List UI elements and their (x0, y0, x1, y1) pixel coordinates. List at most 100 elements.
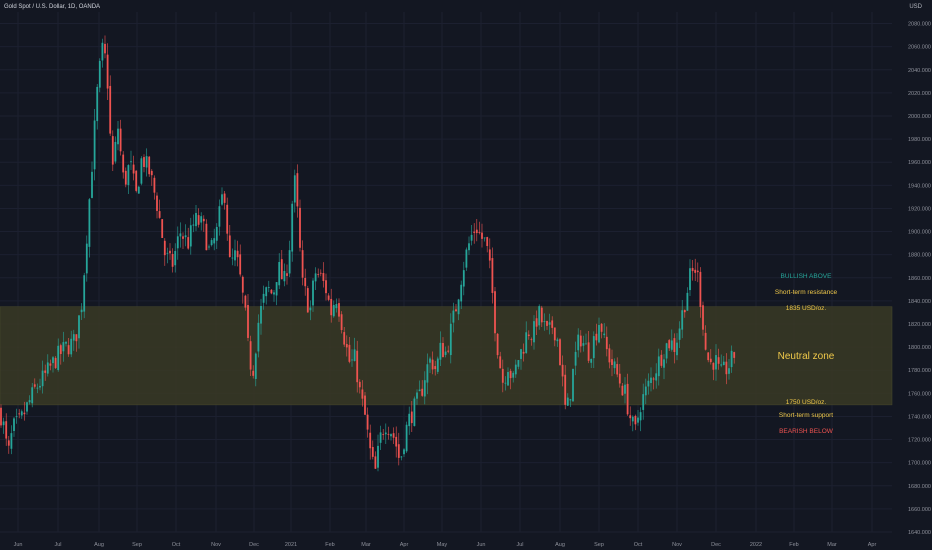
candle-body (611, 359, 613, 366)
candle-body (598, 324, 600, 343)
candle-body (486, 237, 489, 247)
candle-body (252, 370, 255, 376)
candle-body (436, 358, 439, 372)
support-value: 1750 USD/oz. (786, 399, 827, 406)
y-tick-label: 1680.000 (908, 484, 931, 490)
candle-body (83, 275, 86, 312)
candle-body (590, 358, 593, 363)
candle-body (468, 243, 470, 251)
candle-body (67, 345, 70, 355)
candle-body (395, 436, 398, 447)
candle-body (111, 136, 114, 165)
candle-body (585, 343, 587, 345)
candle-body (720, 364, 723, 366)
x-tick-label: Oct (172, 542, 181, 548)
candle-body (683, 310, 686, 313)
candle-body (80, 309, 83, 313)
candle-body (127, 165, 130, 186)
candle-body (262, 293, 265, 303)
resistance-label: Short-term resistance (775, 289, 838, 296)
candle-body (535, 318, 538, 327)
candle-body (283, 270, 286, 282)
candle-body (28, 400, 31, 403)
candle-body (618, 373, 621, 384)
y-tick-label: 1780.000 (908, 368, 931, 374)
candle-body (361, 389, 364, 399)
candle-body (176, 236, 179, 249)
candle-body (135, 170, 138, 191)
candle-body (143, 157, 145, 167)
candle-body (189, 225, 192, 247)
candle-body (353, 349, 356, 362)
candle-body (291, 203, 294, 252)
candle-body (637, 417, 639, 423)
candle-body (33, 384, 36, 387)
y-tick-label: 1920.000 (908, 206, 931, 212)
candle-body (652, 378, 655, 380)
candle-body (13, 418, 15, 431)
candle-body (208, 246, 210, 248)
candle-body (278, 262, 281, 286)
candle-body (561, 364, 564, 377)
candle-body (569, 399, 572, 401)
candle-body (733, 352, 736, 358)
candle-body (327, 295, 330, 300)
currency-label: USD (909, 4, 922, 10)
candle-body (473, 231, 476, 233)
candle-body (260, 305, 262, 324)
x-tick-label: Aug (555, 542, 565, 548)
candle-body (702, 305, 704, 330)
candle-body (369, 432, 372, 449)
candle-body (499, 356, 502, 369)
candle-body (0, 407, 2, 426)
candle-body (634, 415, 637, 425)
candle-body (530, 339, 533, 341)
candle-body (299, 207, 301, 248)
candle-body (187, 237, 190, 249)
candle-body (117, 128, 119, 145)
candle-body (717, 357, 720, 364)
candle-body (41, 370, 44, 387)
candle-body (514, 364, 517, 375)
candle-body (600, 323, 603, 332)
candle-body (249, 341, 252, 370)
candle-body (179, 233, 182, 237)
candle-body (540, 307, 543, 323)
x-tick-label: May (437, 542, 448, 548)
candle-body (642, 394, 645, 410)
candle-body (150, 170, 153, 176)
bearish-below-label: BEARISH BELOW (779, 428, 834, 435)
candle-body (452, 310, 455, 323)
candle-body (551, 320, 554, 328)
candle-body (678, 328, 681, 340)
candle-body (366, 414, 369, 430)
candle-body (665, 343, 668, 359)
y-tick-label: 1980.000 (908, 137, 931, 143)
candle-body (364, 395, 366, 415)
candle-body (527, 334, 530, 337)
candle-body (455, 309, 457, 312)
candle-body (626, 383, 629, 415)
candle-body (358, 381, 361, 388)
candle-body (390, 434, 392, 437)
candle-body (265, 287, 268, 297)
candle-body (2, 421, 5, 426)
x-tick-label: 2022 (750, 542, 762, 548)
candle-body (304, 277, 307, 287)
candle-body (312, 280, 314, 306)
candle-body (59, 345, 62, 355)
y-tick-label: 1720.000 (908, 438, 931, 444)
x-tick-label: Jun (477, 542, 486, 548)
candle-body (587, 342, 590, 361)
chart-title: Gold Spot / U.S. Dollar, 1D, OANDA (4, 4, 101, 10)
y-tick-label: 1640.000 (908, 530, 931, 536)
candle-body (31, 387, 34, 404)
candle-body (148, 156, 151, 175)
candle-body (338, 303, 340, 317)
y-tick-label: 1800.000 (908, 345, 931, 351)
candle-body (663, 359, 665, 368)
candle-body (18, 413, 21, 415)
candle-body (460, 284, 463, 302)
candle-body (564, 374, 567, 405)
